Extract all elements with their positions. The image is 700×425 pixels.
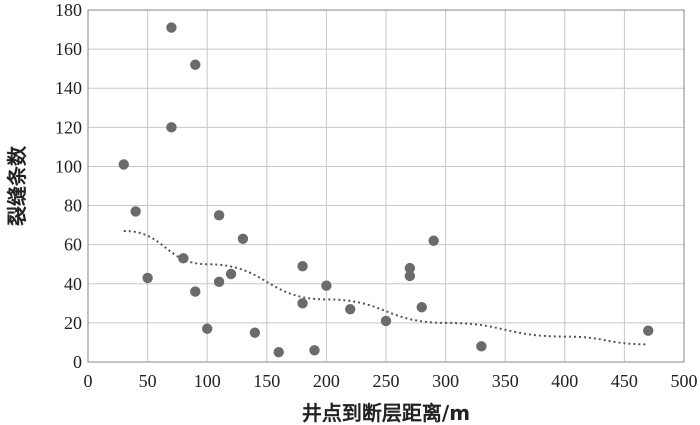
data-point bbox=[297, 260, 308, 272]
data-point bbox=[643, 325, 654, 336]
y-tick-label: 120 bbox=[55, 117, 82, 137]
data-point bbox=[309, 345, 320, 356]
data-point bbox=[345, 304, 356, 315]
x-tick-label: 50 bbox=[139, 371, 157, 391]
data-point bbox=[249, 327, 261, 338]
y-tick-label: 180 bbox=[55, 0, 82, 20]
grid bbox=[88, 10, 684, 362]
y-tick-label: 160 bbox=[55, 39, 82, 59]
data-point bbox=[130, 206, 141, 217]
y-tick-label: 100 bbox=[55, 156, 82, 176]
y-tick-labels: 0 20 40 60 80 100 120 140 160 180 bbox=[55, 0, 82, 372]
y-tick-label: 0 bbox=[73, 352, 82, 372]
plot-frame bbox=[87, 9, 685, 363]
x-tick-label: 0 bbox=[84, 371, 93, 391]
x-tick-label: 400 bbox=[551, 371, 578, 391]
x-tick-label: 150 bbox=[253, 371, 280, 391]
x-tick-labels: 0 50 100 150 200 250 300 350 400 450 500 bbox=[84, 371, 698, 391]
x-tick-label: 250 bbox=[373, 371, 400, 391]
data-point bbox=[273, 347, 284, 358]
y-tick-label: 20 bbox=[64, 313, 82, 333]
y-tick-label: 40 bbox=[64, 274, 82, 294]
data-point bbox=[142, 272, 153, 284]
x-tick-label: 300 bbox=[432, 371, 459, 391]
data-point bbox=[321, 280, 332, 291]
data-point bbox=[404, 270, 416, 282]
data-point bbox=[118, 159, 129, 170]
data-point bbox=[166, 122, 177, 133]
x-tick-label: 200 bbox=[313, 371, 340, 391]
data-point bbox=[416, 302, 427, 313]
data-point bbox=[225, 268, 237, 280]
x-tick-label: 100 bbox=[194, 371, 221, 391]
data-point bbox=[213, 276, 225, 288]
x-tick-label: 500 bbox=[671, 371, 698, 391]
y-axis-label: 裂缝条数 bbox=[5, 145, 29, 226]
y-tick-label: 80 bbox=[64, 196, 82, 216]
y-tick-label: 140 bbox=[55, 78, 82, 98]
data-point bbox=[428, 235, 439, 246]
x-axis-label: 井点到断层距离/m bbox=[302, 401, 470, 425]
data-point bbox=[166, 22, 177, 33]
data-point bbox=[476, 341, 487, 352]
data-point bbox=[178, 253, 189, 264]
data-point bbox=[202, 323, 213, 334]
data-point bbox=[404, 262, 416, 274]
data-point bbox=[297, 298, 308, 309]
x-tick-label: 450 bbox=[611, 371, 638, 391]
data-point bbox=[213, 210, 225, 221]
data-point bbox=[190, 286, 201, 297]
data-point bbox=[380, 315, 392, 327]
x-tick-label: 350 bbox=[492, 371, 519, 391]
trendline bbox=[123, 229, 649, 346]
data-point bbox=[190, 59, 201, 70]
data-point bbox=[237, 233, 249, 244]
data-points bbox=[118, 22, 654, 358]
y-tick-label: 60 bbox=[64, 235, 82, 255]
